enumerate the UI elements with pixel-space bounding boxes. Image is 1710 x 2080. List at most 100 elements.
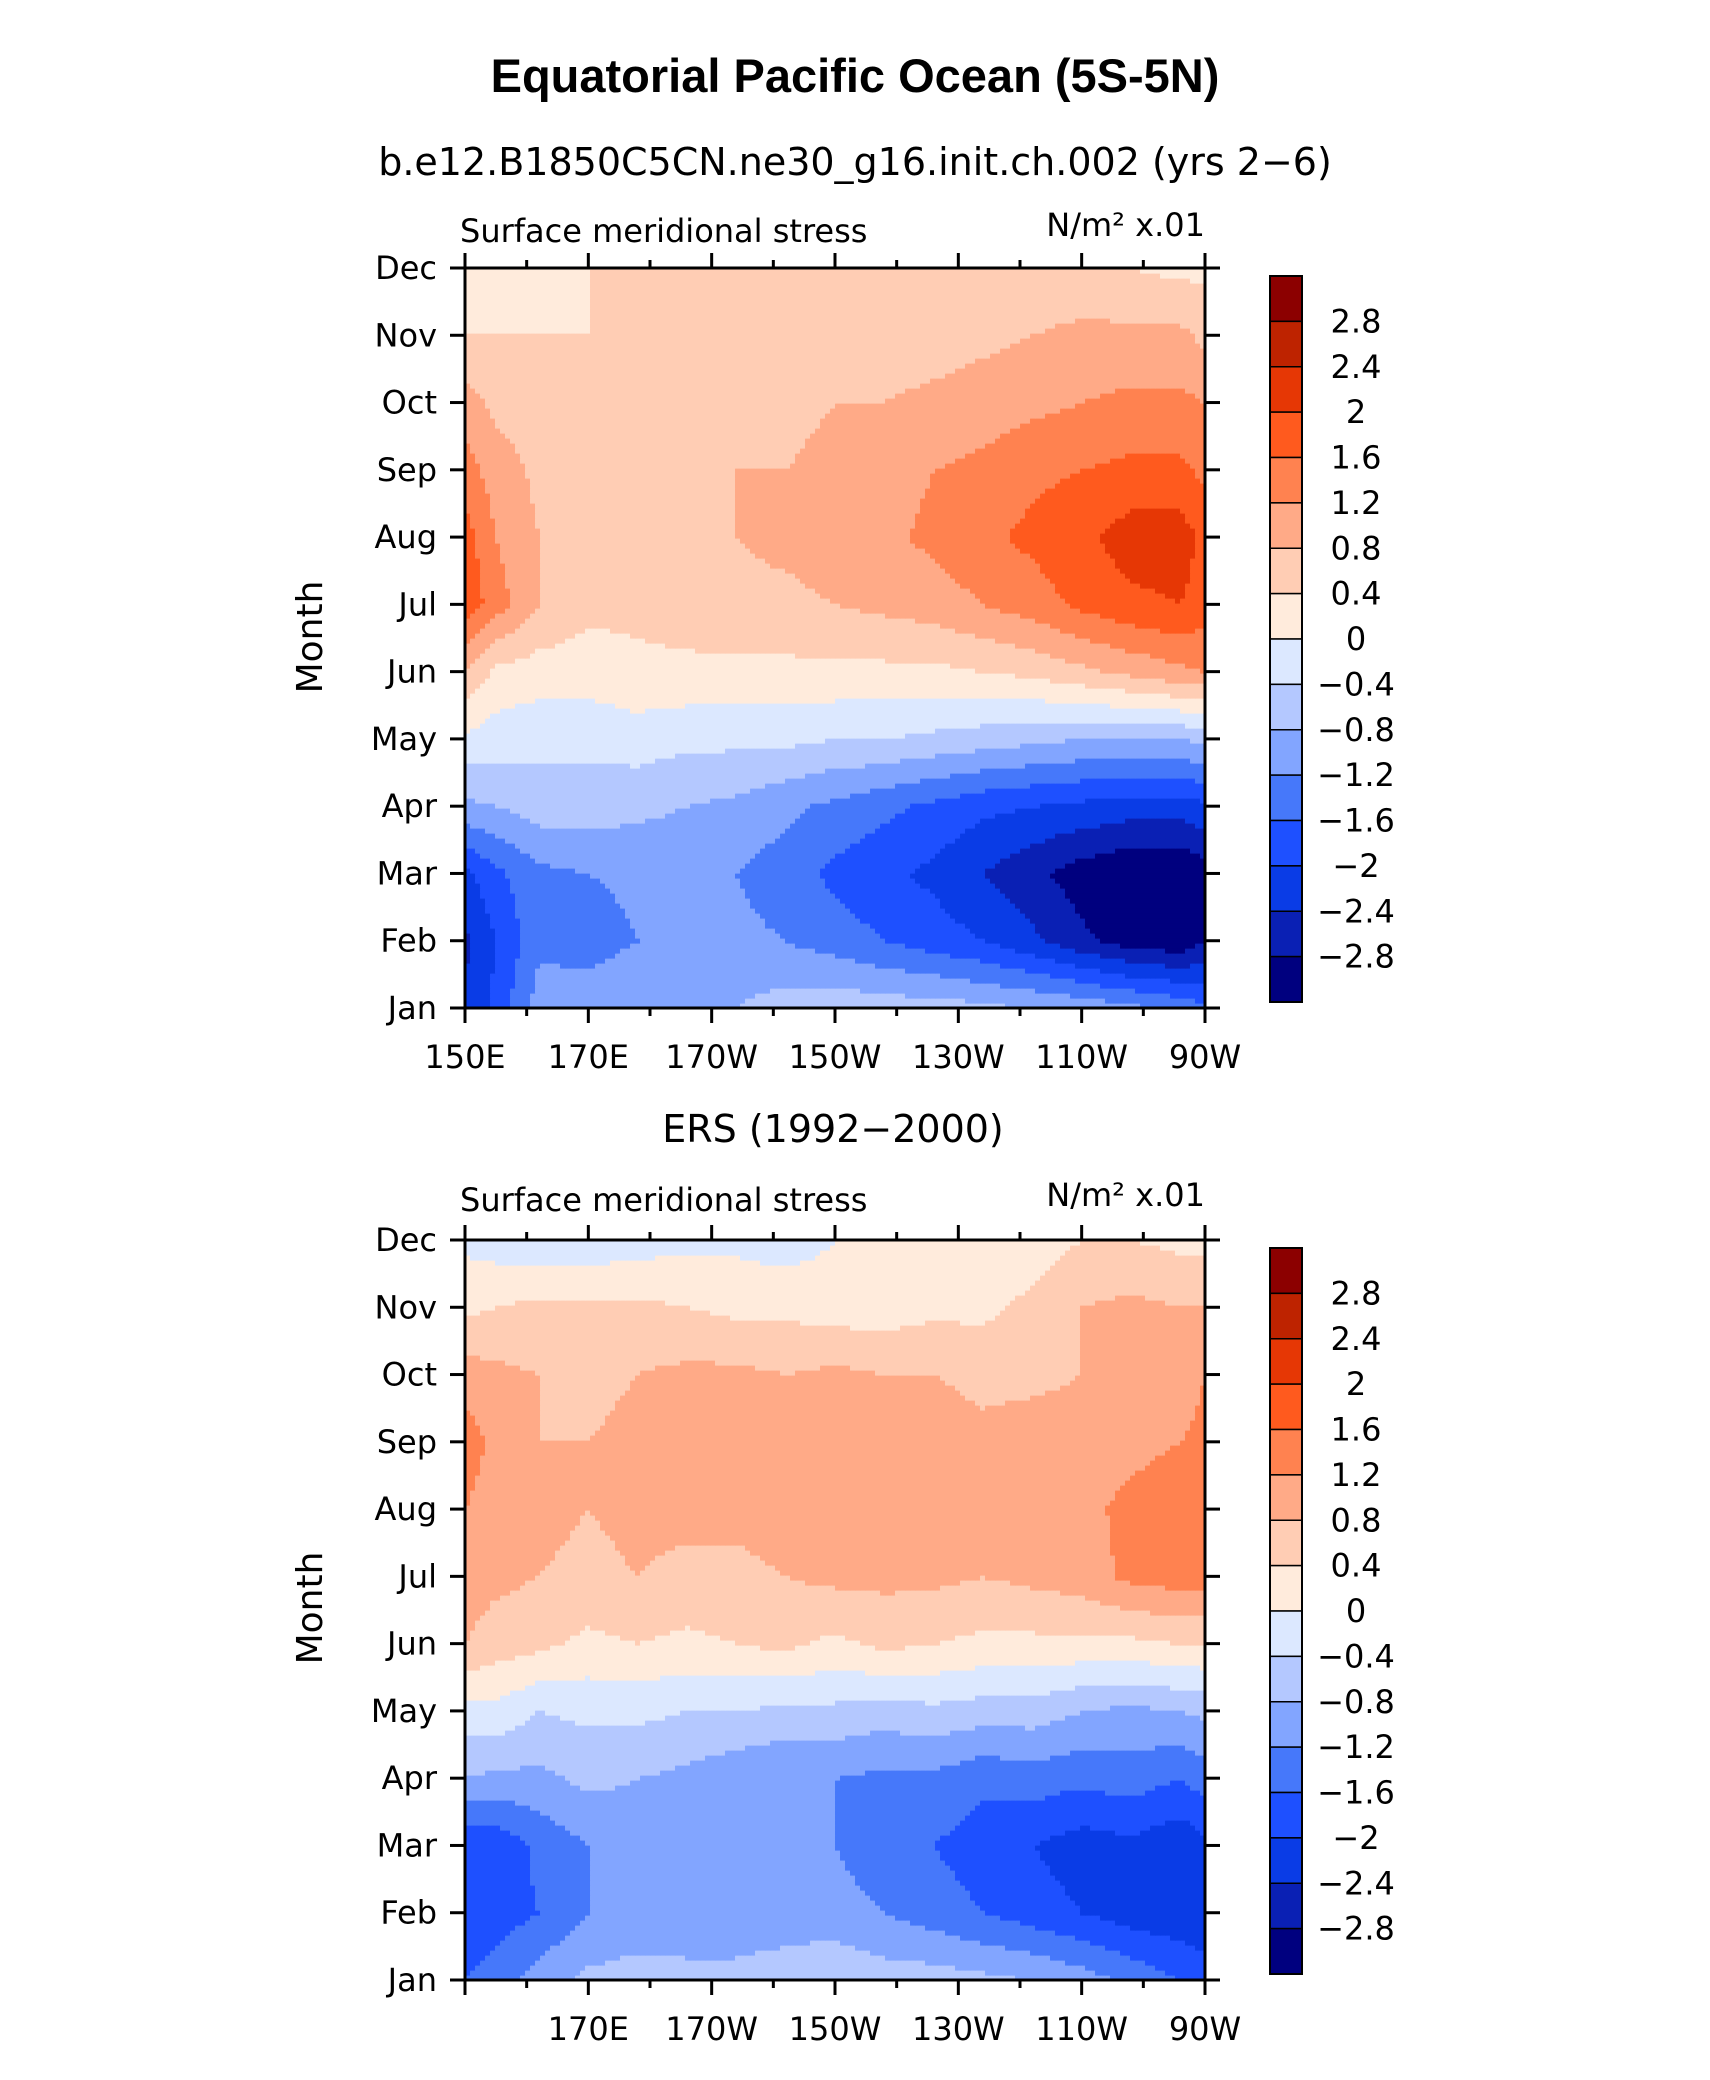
field-cell bbox=[1185, 873, 1191, 879]
field-cell bbox=[830, 873, 836, 879]
field-cell bbox=[1030, 848, 1036, 854]
field-cell bbox=[760, 908, 766, 914]
field-cell bbox=[795, 888, 801, 894]
field-cell bbox=[795, 998, 801, 1004]
field-cell bbox=[935, 948, 941, 954]
field-cell bbox=[715, 963, 721, 969]
field-cell bbox=[1060, 848, 1066, 854]
field-cell bbox=[880, 948, 886, 954]
field-cell bbox=[680, 848, 686, 854]
field-cell bbox=[1135, 943, 1141, 949]
field-cell bbox=[975, 888, 981, 894]
field-cell bbox=[540, 858, 546, 864]
field-cell bbox=[965, 918, 971, 924]
field-cell bbox=[965, 873, 971, 879]
field-cell bbox=[1175, 923, 1181, 929]
field-cell bbox=[1075, 898, 1081, 904]
field-cell bbox=[475, 993, 481, 999]
field-cell bbox=[725, 923, 731, 929]
field-cell bbox=[750, 918, 756, 924]
field-cell bbox=[605, 1003, 611, 1009]
field-cell bbox=[515, 858, 521, 864]
field-cell bbox=[740, 963, 746, 969]
field-cell bbox=[775, 868, 781, 874]
field-cell bbox=[685, 958, 691, 964]
field-cell bbox=[1045, 883, 1051, 889]
field-cell bbox=[805, 973, 811, 979]
field-cell bbox=[945, 858, 951, 864]
field-cell bbox=[480, 1003, 486, 1009]
field-cell bbox=[730, 998, 736, 1004]
field-cell bbox=[905, 908, 911, 914]
field-cell bbox=[1105, 983, 1111, 989]
field-cell bbox=[880, 848, 886, 854]
field-cell bbox=[650, 948, 656, 954]
field-cell bbox=[750, 948, 756, 954]
field-cell bbox=[690, 933, 696, 939]
field-cell bbox=[855, 868, 861, 874]
field-cell bbox=[740, 948, 746, 954]
field-cell bbox=[1110, 918, 1116, 924]
field-cell bbox=[1115, 893, 1121, 899]
field-cell bbox=[600, 908, 606, 914]
field-cell bbox=[565, 998, 571, 1004]
field-cell bbox=[570, 928, 576, 934]
field-cell bbox=[955, 953, 961, 959]
field-cell bbox=[1065, 843, 1071, 849]
field-cell bbox=[1155, 978, 1161, 984]
field-cell bbox=[650, 893, 656, 899]
field-cell bbox=[855, 933, 861, 939]
field-cell bbox=[625, 933, 631, 939]
field-cell bbox=[620, 888, 626, 894]
field-cell bbox=[705, 898, 711, 904]
field-cell bbox=[1130, 853, 1136, 859]
field-cell bbox=[970, 898, 976, 904]
field-cell bbox=[480, 963, 486, 969]
field-cell bbox=[955, 943, 961, 949]
field-cell bbox=[745, 963, 751, 969]
field-cell bbox=[545, 848, 551, 854]
field-cell bbox=[710, 993, 716, 999]
field-cell bbox=[1075, 918, 1081, 924]
field-cell bbox=[615, 873, 621, 879]
field-cell bbox=[580, 953, 586, 959]
field-cell bbox=[630, 1003, 636, 1009]
field-cell bbox=[815, 953, 821, 959]
field-cell bbox=[1140, 953, 1146, 959]
field-cell bbox=[680, 938, 686, 944]
field-cell bbox=[890, 908, 896, 914]
field-cell bbox=[730, 913, 736, 919]
field-cell bbox=[1195, 873, 1201, 879]
field-cell bbox=[900, 983, 906, 989]
field-cell bbox=[570, 843, 576, 849]
field-cell bbox=[1110, 983, 1116, 989]
field-cell bbox=[645, 908, 651, 914]
field-cell bbox=[770, 938, 776, 944]
field-cell bbox=[520, 948, 526, 954]
field-cell bbox=[720, 983, 726, 989]
field-cell bbox=[790, 873, 796, 879]
field-cell bbox=[505, 943, 511, 949]
field-cell bbox=[705, 893, 711, 899]
field-cell bbox=[1195, 878, 1201, 884]
field-cell bbox=[470, 973, 476, 979]
field-cell bbox=[645, 843, 651, 849]
field-cell bbox=[725, 948, 731, 954]
field-cell bbox=[1010, 918, 1016, 924]
field-cell bbox=[850, 963, 856, 969]
field-cell bbox=[960, 878, 966, 884]
field-cell bbox=[980, 928, 986, 934]
field-cell bbox=[575, 958, 581, 964]
field-cell bbox=[570, 993, 576, 999]
field-cell bbox=[1120, 963, 1126, 969]
field-cell bbox=[1105, 848, 1111, 854]
field-cell bbox=[765, 948, 771, 954]
field-cell bbox=[760, 948, 766, 954]
field-cell bbox=[540, 918, 546, 924]
field-cell bbox=[970, 998, 976, 1004]
field-cell bbox=[1115, 898, 1121, 904]
field-cell bbox=[720, 978, 726, 984]
field-cell bbox=[950, 878, 956, 884]
field-cell bbox=[855, 943, 861, 949]
field-cell bbox=[735, 923, 741, 929]
